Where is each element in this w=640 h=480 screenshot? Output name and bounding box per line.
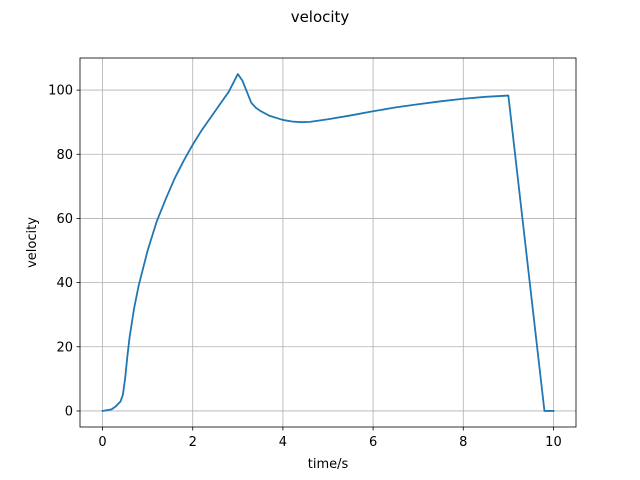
- y-tick-label: 80: [56, 148, 73, 163]
- x-tick-label: 10: [545, 435, 562, 450]
- x-tick-label: 6: [369, 435, 377, 450]
- y-tick-label: 100: [48, 84, 73, 99]
- series-layer: [101, 73, 555, 413]
- y-tick-label: 20: [56, 340, 73, 355]
- x-axis-label: time/s: [308, 457, 349, 472]
- x-tick-label: 8: [459, 435, 467, 450]
- y-axis-label: velocity: [25, 217, 40, 268]
- chart-title: velocity: [291, 8, 350, 26]
- y-tick-label: 0: [65, 404, 73, 419]
- x-tick-label: 2: [189, 435, 197, 450]
- velocity-line: [101, 73, 555, 413]
- x-tick-label: 0: [98, 435, 106, 450]
- y-tick-label: 40: [56, 276, 73, 291]
- x-tick-label: 4: [279, 435, 287, 450]
- y-tick-label: 60: [56, 212, 73, 227]
- plot-frame: [79, 57, 577, 428]
